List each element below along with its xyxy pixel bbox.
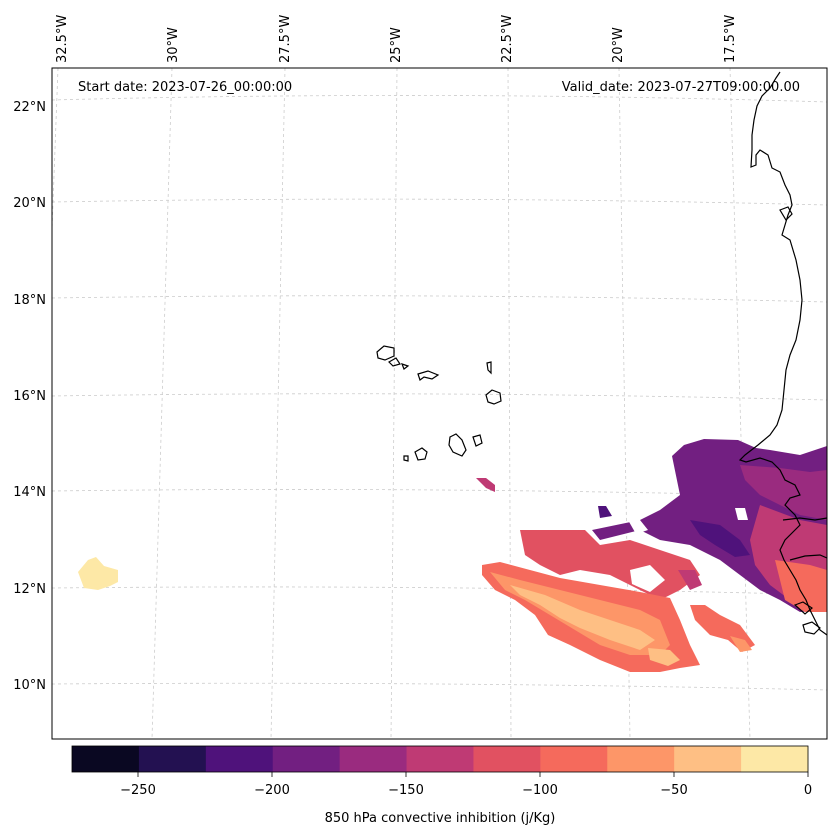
cin-region-east-orange	[775, 560, 827, 612]
lon-label: 22.5°W	[500, 15, 515, 63]
coastline-capeverde-brava	[403, 455, 409, 462]
gridline-lat-22	[51, 95, 828, 103]
cin-cell-west	[78, 557, 118, 590]
gridline-lat-10	[51, 682, 828, 691]
cin-region-east-mid	[740, 465, 827, 520]
cin-cell-se-2	[730, 636, 752, 652]
cin-contours	[78, 439, 827, 672]
colorbar-swatch	[406, 746, 474, 772]
colorbar-swatch	[473, 746, 541, 772]
gridline-lon-25	[390, 67, 398, 740]
coastline-capeverde-maio	[472, 434, 483, 447]
coastline-capeverde-fogo	[414, 447, 428, 461]
colorbar-swatch	[72, 746, 140, 772]
gridline-lon-22.5	[507, 67, 512, 740]
cin-region-northeast-core	[690, 520, 750, 557]
colorbar-swatch	[674, 746, 742, 772]
cin-band-core	[510, 585, 655, 650]
colorbar-swatch	[205, 746, 274, 772]
start-date-label: Start date: 2023-07-26_00:00:00	[78, 80, 292, 95]
lon-label: 20°W	[611, 27, 626, 63]
colorbar-title: 850 hPa convective inhibition (j/Kg)	[325, 811, 556, 826]
colorbar-tick-label: −50	[660, 783, 687, 798]
coastline-islets	[793, 601, 813, 615]
cin-hole-3	[630, 565, 665, 592]
cin-band-tip	[648, 648, 680, 666]
colorbar-swatch	[138, 746, 207, 772]
cin-cell-north-fleck	[598, 506, 612, 518]
colorbar-swatch	[741, 746, 809, 772]
gridline-lon-17.5	[729, 67, 751, 740]
colorbar-swatch	[607, 746, 675, 772]
colorbar-tick-label: 0	[804, 783, 812, 798]
lon-label: 17.5°W	[723, 15, 738, 63]
lat-label: 14°N	[13, 485, 46, 500]
map-frame	[51, 67, 828, 740]
colorbar-swatch	[540, 746, 608, 772]
gridline-lat-20	[51, 198, 828, 206]
gridline-lon-27.5	[270, 67, 286, 740]
map-background	[52, 68, 827, 739]
colorbar-tick-label: −100	[522, 783, 558, 798]
colorbar-tick-label: −250	[120, 783, 156, 798]
gridline-lat-16	[51, 393, 828, 401]
coastline-capeverde-boavista	[485, 389, 502, 405]
colorbar: −250 −200 −150 −100 −50 0 850 hPa convec…	[71, 745, 812, 826]
cin-hole-2	[735, 508, 748, 520]
longitude-labels: 32.5°W 30°W 27.5°W 25°W 22.5°W 20°W 17.5…	[55, 15, 738, 63]
colorbar-tick-label: −150	[388, 783, 424, 798]
valid-date-label: Valid_date: 2023-07-27T09:00:00.00	[562, 80, 800, 95]
cin-cell-se-3	[678, 570, 702, 590]
map-panel	[51, 67, 828, 740]
coastline-africa	[738, 71, 828, 636]
colorbar-swatch	[339, 746, 408, 772]
lat-label: 20°N	[13, 196, 46, 211]
lon-label: 32.5°W	[55, 15, 70, 63]
lat-label: 10°N	[13, 678, 46, 693]
colorbar-ticks: −250 −200 −150 −100 −50 0	[120, 772, 812, 798]
coastline-capeverde-santoantao	[376, 345, 395, 361]
coastline-capeverde-santaluzia	[400, 363, 410, 370]
coastline-capeverde-santiago	[448, 433, 467, 457]
gridline-lon-30	[151, 67, 173, 740]
coastline-capeverde-saovicente	[388, 357, 401, 367]
colorbar-tick-label: −200	[254, 783, 290, 798]
coastline-bissau	[789, 554, 828, 561]
lat-label: 16°N	[13, 389, 46, 404]
colorbar-swatch	[272, 746, 341, 772]
gridline-lat-18	[51, 295, 828, 303]
cin-hole-1	[628, 520, 648, 534]
colorbar-swatches	[72, 746, 809, 772]
lon-label: 27.5°W	[278, 15, 293, 63]
coastline-gambia	[782, 517, 828, 521]
coastlines	[376, 71, 828, 636]
coastline-capeverde-sal	[486, 361, 492, 375]
coastline-capeverde-saonicolau	[417, 370, 440, 381]
colorbar-frame	[71, 745, 809, 773]
coastline-canary	[779, 206, 793, 221]
cin-cell-central	[476, 478, 495, 492]
gridline-lat-12	[51, 586, 828, 596]
lat-label: 18°N	[13, 293, 46, 308]
coastline-islets-2	[802, 621, 821, 635]
lat-label: 22°N	[13, 100, 46, 115]
lon-label: 30°W	[166, 27, 181, 63]
lat-label: 12°N	[13, 582, 46, 597]
gridline-lat-14	[51, 489, 828, 498]
latitude-labels: 22°N 20°N 18°N 16°N 14°N 12°N 10°N	[13, 100, 46, 693]
lon-label: 25°W	[389, 27, 404, 63]
